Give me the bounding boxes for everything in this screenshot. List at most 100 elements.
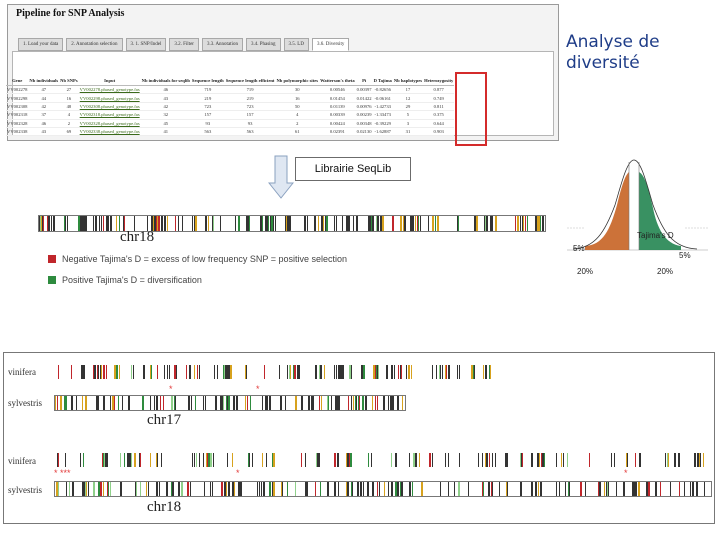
snp-tick	[398, 365, 399, 379]
snp-tick	[478, 453, 479, 467]
snp-tick	[614, 453, 615, 467]
tab-load-data[interactable]: 1. Load your data	[18, 38, 64, 51]
table-cell: 0.01139	[319, 102, 356, 112]
snp-tick	[538, 482, 539, 496]
tab-ld[interactable]: 3.5. LD	[283, 38, 309, 51]
snp-tick	[395, 482, 397, 496]
snp-tick	[445, 453, 446, 467]
table-cell: 0.00339	[319, 110, 356, 120]
snp-tick	[655, 482, 657, 496]
table-cell: 2	[275, 119, 320, 128]
table-cell: 2	[59, 119, 79, 128]
snp-tick	[236, 396, 237, 410]
snp-tick	[67, 216, 68, 231]
snp-tick	[224, 482, 226, 496]
snp-tick	[495, 216, 496, 231]
input-file-link[interactable]: VV002298.phased_genotype.fas	[78, 93, 141, 103]
snp-tick	[190, 365, 191, 379]
snp-tick	[506, 453, 508, 467]
pipeline-title: Pipeline for SNP Analysis	[16, 8, 125, 19]
snp-tick	[129, 453, 131, 467]
table-row: VV002298 44 16 VV002298.phased_genotype.fas…	[6, 93, 455, 103]
snp-tick	[82, 396, 83, 410]
table-row: VV002338 43 69 VV002338.phased_genotype.fas…	[6, 127, 455, 137]
pipeline-tabs: 1. Load your data 2. Annotation selectio…	[18, 38, 350, 51]
snp-tick	[446, 365, 447, 379]
input-file-link[interactable]: VV002308.phased_genotype.fas	[78, 102, 141, 112]
snp-tick	[486, 453, 488, 467]
snp-tick	[356, 396, 357, 410]
snp-tick	[169, 365, 170, 379]
chr18-snp-track	[38, 215, 546, 232]
snp-tick	[532, 453, 533, 467]
snp-tick	[104, 453, 105, 467]
snp-tick	[418, 216, 419, 231]
snp-tick	[604, 482, 605, 496]
input-file-link[interactable]: VV002338.phased_genotype.fas	[78, 127, 141, 137]
table-cell: -0.39229	[372, 119, 393, 128]
input-file-link[interactable]: VV002278.phased_genotype.fas	[78, 85, 141, 95]
snp-tick	[413, 453, 415, 467]
legend-positive: Positive Tajima's D = diversification	[48, 275, 202, 285]
input-file-link[interactable]: VV002318.phased_genotype.fas	[78, 110, 141, 120]
heading-line-2: diversité	[566, 53, 640, 73]
tab-annotation[interactable]: 3.3. Annotation	[201, 38, 243, 51]
column-header: Pi	[355, 76, 373, 86]
snp-tick	[156, 396, 158, 410]
snp-tick	[246, 216, 247, 231]
snp-tick	[648, 482, 650, 496]
snp-tick	[212, 482, 213, 496]
snp-tick	[271, 216, 273, 231]
snp-tick	[83, 365, 85, 379]
snp-tick	[40, 216, 42, 231]
snp-tick	[471, 365, 473, 379]
tab-annotation-selection[interactable]: 2. Annotation selection	[66, 38, 123, 51]
snp-tick	[279, 365, 280, 379]
snp-tick	[703, 453, 704, 467]
snp-tick	[124, 453, 125, 467]
table-cell: 16	[275, 93, 320, 103]
table-cell: VV002278	[6, 85, 29, 95]
snp-tick	[71, 396, 72, 410]
snp-tick	[411, 365, 412, 379]
snp-tick	[203, 453, 204, 467]
snp-tick	[377, 216, 378, 231]
snp-tick	[208, 453, 210, 467]
snp-tick	[160, 396, 161, 410]
snp-tick	[541, 453, 542, 467]
tab-diversity[interactable]: 3.6. Diversity	[311, 38, 350, 51]
snp-tick	[379, 482, 380, 496]
table-header-row: Gene Nb individuals Nb SNPs Input Nb individ…	[6, 76, 455, 86]
snp-tick	[103, 365, 105, 379]
legend-swatch-red	[48, 255, 56, 263]
snp-tick	[269, 396, 271, 410]
tab-filter[interactable]: 3.2. Filter	[169, 38, 199, 51]
snp-tick	[483, 365, 484, 379]
snp-tick	[65, 396, 67, 410]
table-cell: VV002308	[6, 102, 29, 112]
legend-positive-text: Positive Tajima's D = diversification	[62, 275, 202, 285]
table-cell: 219	[190, 93, 225, 103]
snp-tick	[114, 365, 116, 379]
snp-tick	[39, 216, 40, 231]
snp-tick	[78, 216, 79, 231]
snp-tick	[48, 216, 50, 231]
snp-tick	[223, 365, 224, 379]
input-file-link[interactable]: VV002328.phased_genotype.fas	[78, 119, 141, 128]
snp-tick	[542, 453, 544, 467]
snp-tick	[635, 482, 637, 496]
snp-tick	[260, 216, 261, 231]
tab-snp-indel[interactable]: 3. 1. SNP/Indel	[125, 38, 167, 51]
snp-tick	[248, 453, 249, 467]
snp-tick	[189, 365, 190, 379]
star-marker: *	[624, 468, 628, 478]
snp-tick	[482, 482, 484, 496]
snp-tick	[544, 453, 545, 467]
snp-tick	[324, 365, 325, 379]
tab-phasing[interactable]: 3.4. Phasing	[245, 38, 281, 51]
row-label-vinifera-18: vinifera	[8, 456, 36, 466]
snp-tick	[411, 216, 412, 231]
snp-tick	[531, 482, 533, 496]
snp-tick	[523, 216, 524, 231]
table-cell: -0.06161	[372, 93, 393, 103]
